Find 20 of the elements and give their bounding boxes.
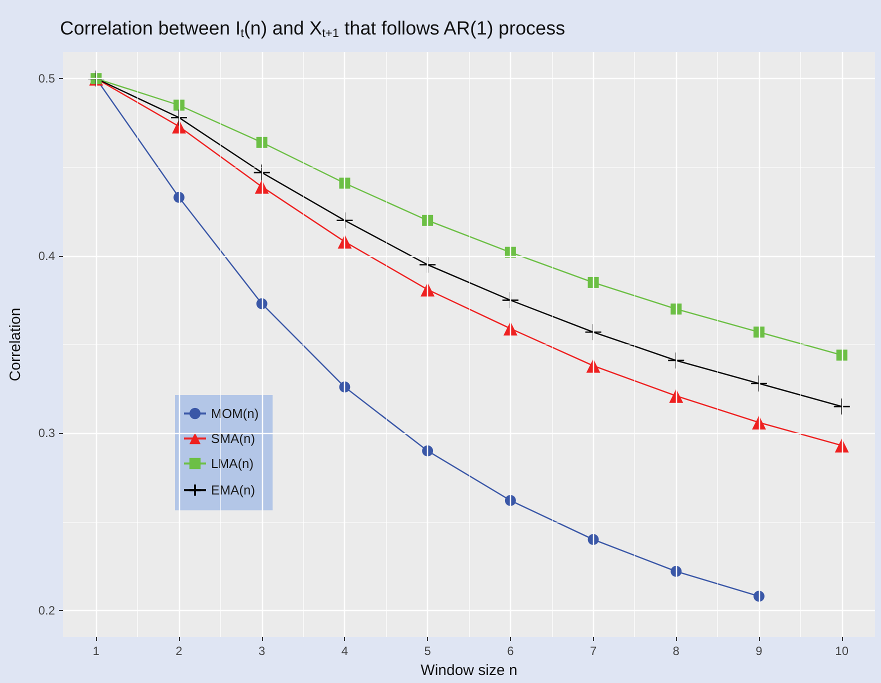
x-tick-label: 6 — [507, 644, 514, 658]
legend-label: EMA(n) — [211, 482, 256, 498]
y-tick-label: 0.3 — [38, 426, 56, 440]
y-tick-label: 0.4 — [38, 248, 56, 263]
y-axis-title: Correlation — [7, 308, 24, 382]
x-tick-label: 1 — [92, 644, 100, 658]
x-tick-label: 10 — [835, 644, 849, 658]
x-tick-label: 8 — [672, 644, 680, 658]
legend-label: MOM(n) — [211, 406, 259, 421]
x-tick-label: 7 — [590, 644, 597, 658]
x-tick-label: 3 — [258, 644, 266, 658]
x-tick-label: 9 — [756, 644, 763, 658]
x-tick-label: 5 — [424, 644, 432, 658]
legend-label: SMA(n) — [211, 431, 256, 446]
x-tick-label: 4 — [341, 644, 348, 658]
legend-label: LMA(n) — [211, 456, 254, 471]
y-tick-label: 0.5 — [38, 72, 56, 86]
x-axis-title: Window size n — [420, 662, 518, 679]
x-tick-label: 2 — [176, 644, 183, 658]
y-tick-label: 0.2 — [38, 603, 56, 618]
